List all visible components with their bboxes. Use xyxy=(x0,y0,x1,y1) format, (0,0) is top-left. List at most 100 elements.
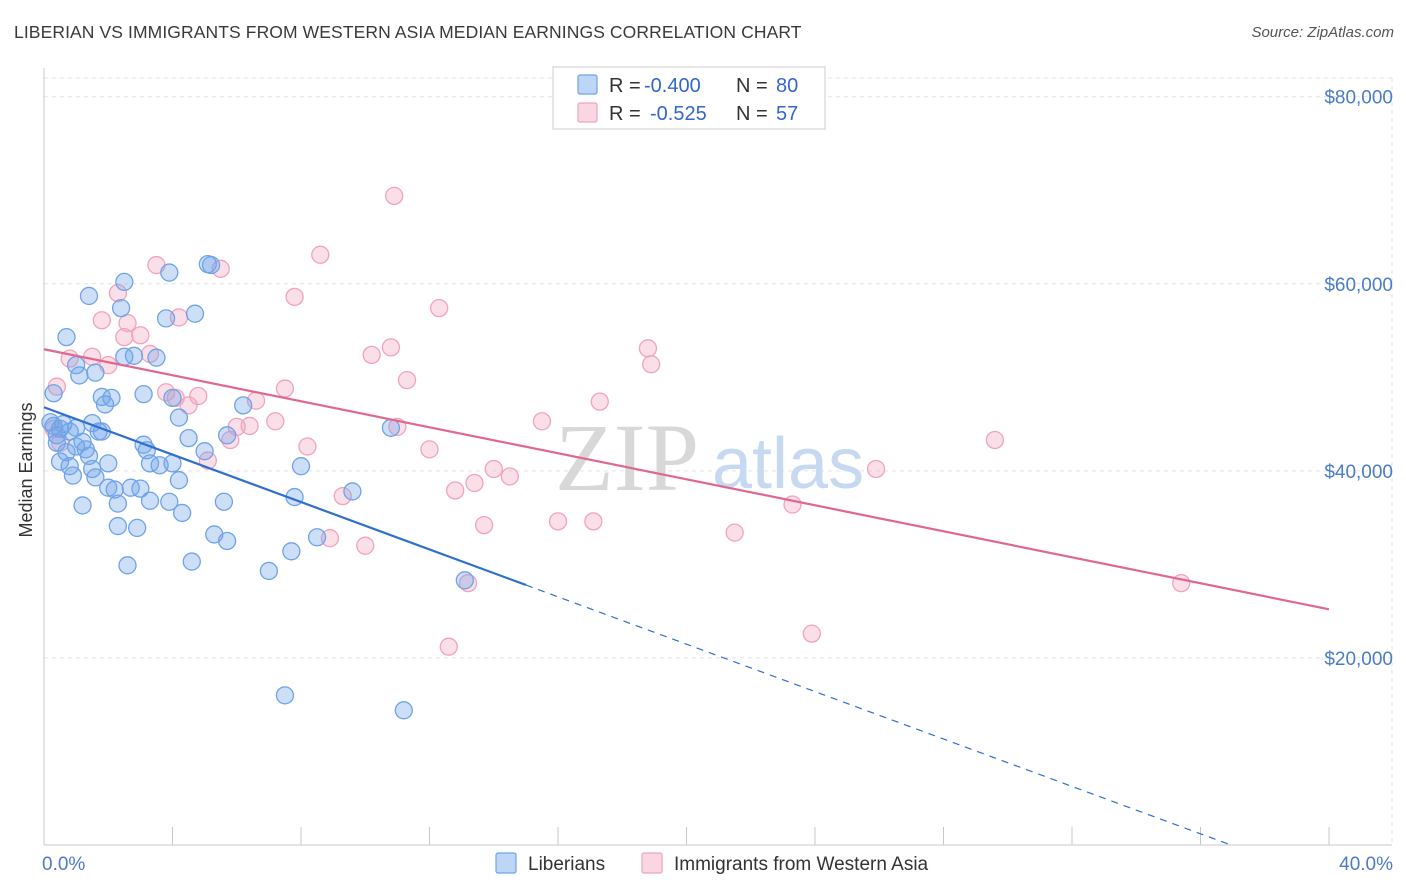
liberian-point xyxy=(102,388,121,408)
liberian-point xyxy=(108,494,128,513)
chart-source: Source: ZipAtlas.com xyxy=(1251,24,1394,41)
western-asia-point xyxy=(642,355,661,374)
x-tick-label-max: 40.0% xyxy=(1339,854,1393,875)
y-tick-labels: $20,000 $40,000 $60,000 $80,000 xyxy=(1324,88,1393,670)
liberian-point xyxy=(86,363,105,382)
liberian-point xyxy=(160,492,179,511)
liberian-point xyxy=(50,452,70,471)
liberian-point xyxy=(217,531,237,551)
x-tick-label-min: 0.0% xyxy=(42,854,85,875)
liberian-point xyxy=(57,442,76,462)
western-asia-point xyxy=(240,416,259,436)
western-asia-point xyxy=(458,573,478,593)
western-asia-point xyxy=(465,473,484,493)
legend-r-value-1: -0.400 xyxy=(644,75,701,97)
liberian-point xyxy=(169,408,189,427)
western-asia-trend-line xyxy=(43,348,1330,611)
axes xyxy=(43,68,1392,846)
western-asia-point xyxy=(362,345,381,365)
western-asia-point xyxy=(802,624,821,643)
liberian-point xyxy=(73,496,92,515)
western-asia-point xyxy=(484,459,503,479)
liberian-point xyxy=(105,480,124,499)
y-tick-label: $60,000 xyxy=(1324,275,1393,296)
western-asia-point xyxy=(356,536,375,555)
western-asia-point xyxy=(446,481,465,500)
western-asia-point xyxy=(429,298,449,318)
liberian-point xyxy=(217,426,237,445)
western-asia-point xyxy=(500,467,519,486)
liberian-point xyxy=(214,492,234,511)
western-asia-point xyxy=(275,379,295,398)
y-tick-label: $80,000 xyxy=(1324,88,1393,109)
legend-r-value-2: -0.525 xyxy=(650,103,707,125)
western-asia-point xyxy=(333,486,352,506)
western-asia-point xyxy=(474,515,494,535)
western-asia-point xyxy=(584,512,603,531)
legend-swatch-western-asia xyxy=(577,102,598,123)
liberian-point xyxy=(124,346,144,365)
western-asia-point xyxy=(590,392,609,411)
western-asia-point xyxy=(131,326,150,345)
liberian-point xyxy=(234,396,253,415)
liberian-point xyxy=(394,701,413,720)
western-asia-point xyxy=(439,637,458,656)
series-legend-label-liberians: Liberians xyxy=(528,854,605,875)
liberian-point xyxy=(291,457,311,476)
y-axis-title: Median Earnings xyxy=(16,402,36,537)
liberian-point xyxy=(282,542,301,561)
western-asia-point xyxy=(298,437,317,456)
western-asia-point xyxy=(638,339,658,358)
western-asia-point xyxy=(420,440,439,459)
liberian-point xyxy=(147,348,166,367)
series-legend-swatch-liberians xyxy=(495,852,517,874)
legend-r-label-1: R = xyxy=(609,75,641,97)
legend-n-label-2: N = xyxy=(736,103,768,125)
series-legend-swatch-western-asia xyxy=(641,852,663,874)
liberian-point xyxy=(66,437,86,456)
liberian-point xyxy=(179,428,198,448)
western-asia-point xyxy=(320,529,340,548)
liberian-trend-line xyxy=(43,406,527,587)
western-asia-point xyxy=(385,186,404,206)
liberian-point xyxy=(455,571,474,590)
liberian-point xyxy=(381,418,401,437)
western-asia-point xyxy=(285,287,304,307)
western-asia-point xyxy=(266,412,285,431)
trend-lines xyxy=(43,348,1330,847)
liberian-point xyxy=(60,457,79,476)
liberian-point xyxy=(47,433,66,452)
western-asia-point xyxy=(866,459,886,479)
western-asia-point xyxy=(311,245,330,264)
western-asia-point xyxy=(179,396,198,415)
legend-box xyxy=(552,66,826,130)
western-asia-point xyxy=(548,512,568,531)
western-asia-point xyxy=(381,338,401,357)
watermark-atlas: atlas xyxy=(712,424,864,504)
data-points xyxy=(41,186,1191,720)
liberian-point xyxy=(86,468,105,487)
western-asia-point xyxy=(985,430,1005,450)
liberian-point xyxy=(118,556,137,575)
liberian-point xyxy=(343,482,362,501)
western-asia-point xyxy=(108,283,128,303)
legend-n-label-1: N = xyxy=(736,75,768,97)
western-asia-point xyxy=(532,412,552,431)
series-legend-label-western-asia: Immigrants from Western Asia xyxy=(674,854,929,875)
liberian-point xyxy=(131,479,150,498)
liberian-point xyxy=(185,304,205,323)
legend-swatch-liberians xyxy=(577,74,598,95)
liberian-point xyxy=(108,516,128,536)
liberian-point xyxy=(169,471,189,490)
liberian-point xyxy=(57,327,76,347)
x-tick-labels: 0.0% 40.0% xyxy=(42,854,1393,875)
liberian-point xyxy=(160,263,179,282)
y-tick-label: $40,000 xyxy=(1324,462,1393,483)
chart-title: LIBERIAN VS IMMIGRANTS FROM WESTERN ASIA… xyxy=(14,22,802,42)
liberian-point xyxy=(182,552,201,571)
liberian-point xyxy=(121,478,140,497)
liberian-point xyxy=(111,298,131,318)
liberian-point xyxy=(140,491,160,510)
western-asia-point xyxy=(115,327,134,347)
